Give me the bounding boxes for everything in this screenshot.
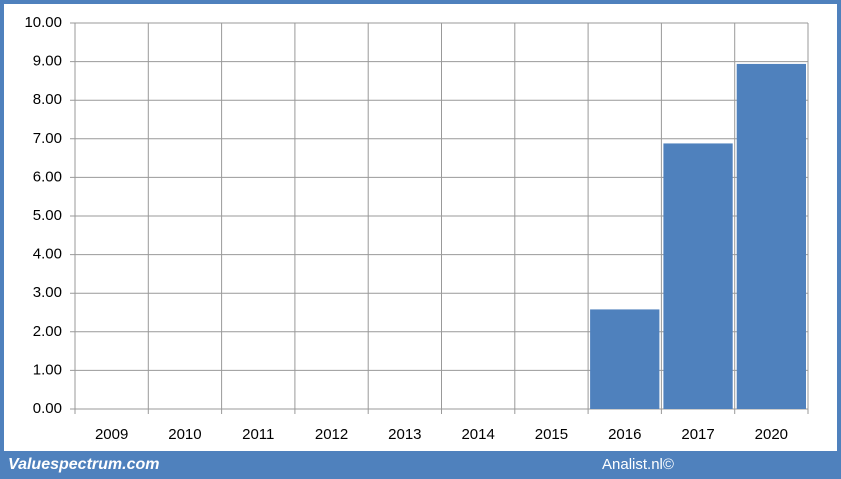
x-tick-label: 2013 [388,426,421,443]
bar [663,143,733,409]
x-tick-label: 2016 [608,426,641,443]
x-tick-label: 2020 [755,426,788,443]
y-tick-label: 7.00 [33,130,62,147]
x-tick-label: 2015 [535,426,568,443]
y-tick-label: 9.00 [33,53,62,70]
footer-right: Analist.nl© [602,456,674,473]
footer-left: Valuespectrum.com [8,456,159,473]
y-tick-label: 10.00 [24,14,62,31]
y-tick-label: 2.00 [33,323,62,340]
x-tick-label: 2010 [168,426,201,443]
y-tick-label: 5.00 [33,207,62,224]
x-tick-label: 2009 [95,426,128,443]
x-tick-label: 2011 [242,426,274,443]
bar [590,309,660,409]
y-tick-label: 3.00 [33,284,62,301]
y-tick-label: 0.00 [33,400,62,417]
y-tick-label: 4.00 [33,246,62,263]
x-tick-label: 2017 [681,426,714,443]
bar [736,63,806,409]
y-tick-label: 1.00 [33,361,62,378]
x-tick-label: 2014 [461,426,494,443]
x-tick-label: 2012 [315,426,348,443]
y-tick-label: 6.00 [33,168,62,185]
y-tick-label: 8.00 [33,91,62,108]
